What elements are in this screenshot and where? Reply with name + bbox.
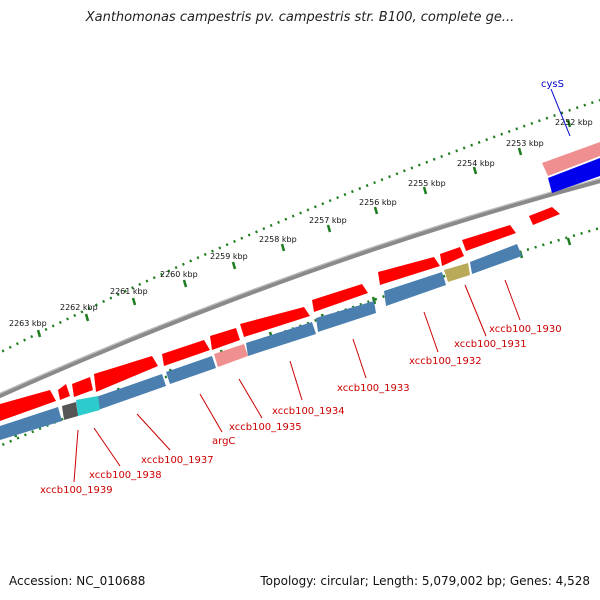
accession-label: Accession: NC_010688 xyxy=(9,574,146,588)
tick-2262 xyxy=(84,313,90,322)
gene-forward-1939[interactable] xyxy=(58,384,70,400)
leader-argC xyxy=(199,393,223,433)
inner-tick xyxy=(371,296,377,305)
kbp-label: 2252 kbp xyxy=(555,118,593,127)
leader-cysS xyxy=(550,88,571,137)
gene-reverse-argC[interactable] xyxy=(166,356,216,384)
tick-2259 xyxy=(231,261,237,270)
tick-2252 xyxy=(566,119,572,128)
genome-stats-label: Topology: circular; Length: 5,079,002 bp… xyxy=(260,574,590,588)
gene-forward-1937[interactable] xyxy=(94,356,158,392)
gene-forward-fragment[interactable] xyxy=(529,207,560,225)
leader-1939 xyxy=(73,429,79,483)
kbp-label: 2262 kbp xyxy=(60,303,98,312)
gene-label-xccb100-1932[interactable]: xccb100_1932 xyxy=(409,356,482,367)
map-title: Xanthomonas campestris pv. campestris st… xyxy=(85,10,515,25)
leader-1938 xyxy=(93,427,121,467)
gene-reverse-1938[interactable] xyxy=(76,396,100,416)
gene-label-xccb100-1933[interactable]: xccb100_1933 xyxy=(337,383,410,394)
gene-reverse-1939[interactable] xyxy=(62,402,78,420)
leader-1935 xyxy=(238,378,263,419)
leader-1933 xyxy=(352,338,367,379)
gene-forward-1938[interactable] xyxy=(72,377,93,397)
gene-reverse-1930[interactable] xyxy=(470,244,522,274)
gene-reverse-edge[interactable] xyxy=(0,407,62,440)
tick-2258 xyxy=(280,243,286,252)
gene-reverse-1932[interactable] xyxy=(384,272,446,306)
gene-cysS-forward[interactable] xyxy=(542,142,600,176)
gene-reverse-1935[interactable] xyxy=(214,344,248,367)
kbp-label: 2253 kbp xyxy=(506,139,544,148)
tick-2256 xyxy=(373,206,379,215)
gene-label-xccb100-1937[interactable]: xccb100_1937 xyxy=(141,455,214,466)
tick-2255 xyxy=(422,186,428,195)
tick-2263 xyxy=(36,329,42,338)
gene-forward-1930a[interactable] xyxy=(462,225,516,251)
reverse-strand-genes xyxy=(0,158,600,440)
gene-label-xccb100-1939[interactable]: xccb100_1939 xyxy=(40,485,113,496)
gene-labels: cysS xccb100_1930 xccb100_1931 xccb100_1… xyxy=(40,79,564,496)
gene-cysS-reverse[interactable] xyxy=(548,158,600,193)
tick-2254 xyxy=(472,166,478,175)
gene-forward-edge[interactable] xyxy=(0,390,56,421)
kbp-label: 2255 kbp xyxy=(408,179,446,188)
tick-2257 xyxy=(326,224,332,233)
gene-label-cysS[interactable]: cysS xyxy=(541,79,564,90)
tick-2260 xyxy=(182,279,188,288)
leader-1930 xyxy=(504,279,521,321)
kbp-label: 2259 kbp xyxy=(210,252,248,261)
leader-1932 xyxy=(423,311,439,353)
outer-tick-track xyxy=(0,98,600,354)
gene-forward-argC[interactable] xyxy=(162,340,210,366)
kbp-labels: 2252 kbp 2253 kbp 2254 kbp 2255 kbp 2256… xyxy=(9,118,593,328)
gene-forward-1931a[interactable] xyxy=(440,247,464,266)
leader-1937 xyxy=(136,413,171,451)
gene-reverse-1933[interactable] xyxy=(316,301,376,332)
tick-2261 xyxy=(131,297,137,306)
genome-backbone-highlight xyxy=(0,178,600,395)
gene-label-argC[interactable]: argC xyxy=(212,436,235,447)
gene-label-xccb100-1930[interactable]: xccb100_1930 xyxy=(489,324,562,335)
kbp-label: 2257 kbp xyxy=(309,216,347,225)
gene-label-xccb100-1935[interactable]: xccb100_1935 xyxy=(229,422,302,433)
kbp-label: 2261 kbp xyxy=(110,287,148,296)
leader-1934 xyxy=(289,360,303,401)
gene-reverse-1931[interactable] xyxy=(444,263,470,282)
gene-label-xccb100-1931[interactable]: xccb100_1931 xyxy=(454,339,527,350)
gene-reverse-1937[interactable] xyxy=(96,374,166,410)
kbp-label: 2263 kbp xyxy=(9,319,47,328)
gene-forward-1932a[interactable] xyxy=(378,257,440,285)
gene-label-xccb100-1934[interactable]: xccb100_1934 xyxy=(272,406,345,417)
kbp-label: 2256 kbp xyxy=(359,198,397,207)
gene-label-xccb100-1938[interactable]: xccb100_1938 xyxy=(89,470,162,481)
inner-tick xyxy=(566,237,572,246)
genome-backbone xyxy=(0,178,600,399)
kbp-label: 2254 kbp xyxy=(457,159,495,168)
kbp-label: 2260 kbp xyxy=(160,270,198,279)
forward-strand-genes xyxy=(0,142,600,421)
tick-2253 xyxy=(517,147,523,156)
leader-1931 xyxy=(464,284,487,337)
outer-major-ticks xyxy=(36,119,572,338)
gene-forward-1934a[interactable] xyxy=(240,307,310,337)
gene-forward-1933a[interactable] xyxy=(312,284,368,312)
label-leader-lines xyxy=(73,88,571,483)
kbp-label: 2258 kbp xyxy=(259,235,297,244)
gene-reverse-1934[interactable] xyxy=(246,322,316,356)
gene-forward-1935a[interactable] xyxy=(210,328,240,350)
